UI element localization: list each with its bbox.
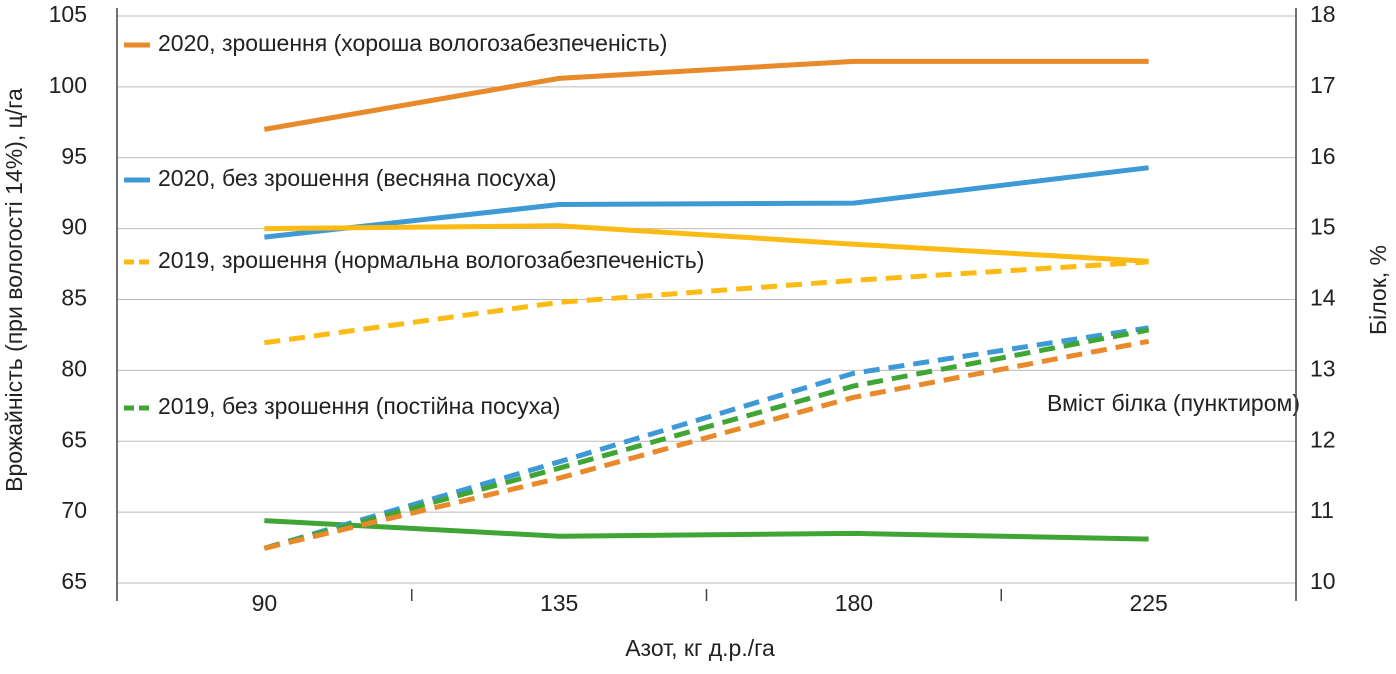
legend-label: 2020, без зрошення (весняна посуха) (158, 165, 557, 191)
y2-tick-label: 14 (1310, 285, 1336, 311)
y2-tick-label: 11 (1310, 497, 1334, 523)
yield-line (264, 165, 1149, 240)
y2-tick-label: 12 (1310, 426, 1336, 452)
y2-tick-label: 15 (1310, 214, 1336, 240)
x-tick-label: 180 (835, 590, 873, 616)
x-tick-label: 90 (252, 590, 278, 616)
annotation: Вміст білка (пунктиром) (1047, 390, 1300, 416)
legend-label: 2020, зрошення (хороша вологозабезпечені… (158, 30, 667, 56)
y-tick-label: 65 (61, 568, 87, 594)
y-tick-label: 85 (61, 285, 87, 311)
x-tick-label: 135 (540, 590, 578, 616)
y-tick-label: 95 (61, 143, 87, 169)
y2-axis-title: Білок, % (1365, 245, 1391, 335)
x-tick-label: 225 (1129, 590, 1167, 616)
y-tick-label: 105 (49, 1, 87, 27)
y-axis-title: Врожайність (при вологості 14%), ц/га (1, 88, 27, 492)
yield-line (264, 518, 1149, 542)
legend-label: 2019, зрошення (нормальна вологозабезпеч… (158, 247, 704, 273)
yield-line (264, 223, 1149, 264)
yield-line (263, 58, 1149, 132)
y2-tick-label: 17 (1310, 72, 1336, 98)
y-tick-label: 70 (61, 497, 87, 523)
y2-tick-label: 18 (1310, 1, 1336, 27)
y-tick-label: 65 (61, 426, 87, 452)
protein-line (263, 325, 1150, 551)
legend-label: 2019, без зрошення (постійна посуха) (158, 393, 560, 419)
y2-tick-label: 10 (1310, 568, 1336, 594)
y-tick-label: 80 (61, 355, 87, 381)
protein-line (264, 259, 1149, 346)
y-tick-label: 100 (49, 72, 87, 98)
y2-tick-label: 13 (1310, 355, 1336, 381)
protein-line (263, 327, 1150, 551)
x-axis-title: Азот, кг д.р./га (625, 635, 775, 661)
y-tick-label: 90 (61, 214, 87, 240)
y2-tick-label: 16 (1310, 143, 1336, 169)
protein-line (263, 338, 1150, 551)
